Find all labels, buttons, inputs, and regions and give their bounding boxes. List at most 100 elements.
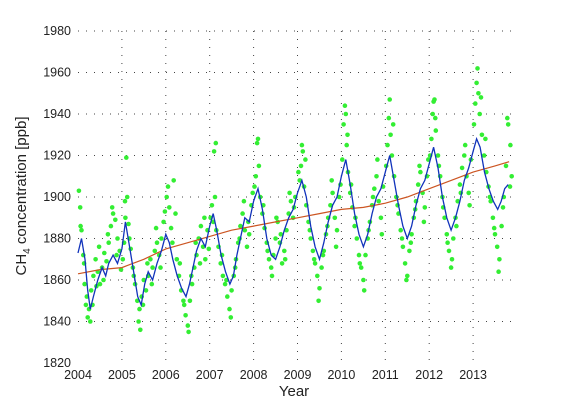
scatter-point (422, 205, 428, 210)
scatter-point (203, 257, 208, 262)
y-tick-label: 1820 (43, 356, 71, 370)
scatter-point (279, 261, 285, 266)
scatter-point (158, 265, 163, 270)
scatter-point (123, 215, 128, 221)
scatter-point (197, 261, 203, 266)
scatter-point (186, 329, 191, 335)
scatter-point (457, 182, 463, 187)
scatter-point (433, 115, 438, 121)
scatter-point (82, 281, 87, 287)
scatter-point (341, 122, 346, 127)
scatter-point (417, 163, 422, 169)
y-tick-label: 1960 (43, 66, 71, 80)
scatter-point (114, 252, 119, 258)
scatter-point (505, 122, 511, 127)
scatter-point (187, 298, 193, 304)
scatter-point (448, 265, 454, 270)
y-axis-title-main: CH (13, 254, 30, 276)
scatter-point (171, 178, 176, 183)
scatter-point (278, 232, 284, 237)
scatter-point (287, 190, 292, 196)
scatter-point (319, 265, 324, 270)
scatter-point (106, 240, 111, 245)
scatter-point (242, 227, 248, 233)
scatter-point (330, 190, 335, 196)
scatter-point (138, 327, 143, 333)
scatter-point (320, 252, 326, 258)
scatter-point (494, 244, 500, 250)
scatter-point (388, 132, 393, 138)
x-tick-label: 2012 (415, 368, 443, 382)
scatter-point (288, 198, 294, 204)
scatter-point (136, 319, 141, 324)
scatter-point (442, 215, 447, 221)
y-axis-title-subscript: 4 (22, 248, 33, 254)
trend-line (77, 161, 510, 275)
scatter-point (476, 91, 481, 96)
scatter-point (481, 153, 487, 158)
scatter-point (253, 174, 259, 179)
y-tick-label: 1940 (43, 107, 71, 121)
y-tick-label: 1860 (43, 273, 71, 287)
scatter-point (173, 211, 178, 216)
scatter-point (209, 203, 215, 208)
scatter-point (340, 157, 345, 162)
scatter-point (435, 153, 441, 158)
scatter-point (479, 132, 485, 138)
scatter-point (483, 136, 488, 142)
scatter-point (421, 219, 427, 225)
scatter-point (77, 205, 83, 210)
scatter-point (274, 215, 279, 221)
scatter-point (218, 261, 223, 266)
scatter-point (375, 157, 380, 162)
scatter-point (88, 319, 93, 324)
scatter-point (118, 267, 124, 272)
scatter-point (356, 252, 362, 258)
x-tick-label: 2005 (108, 368, 136, 382)
scatter-point (109, 205, 115, 210)
scatter-point (385, 142, 390, 148)
scatter-point (255, 136, 261, 142)
scatter-point (352, 223, 357, 229)
scatter-point (354, 236, 360, 241)
scatter-point (273, 236, 278, 241)
y-tick-label: 1880 (43, 232, 71, 246)
scatter-point (402, 261, 408, 266)
scatter-point (167, 205, 172, 210)
y-axis-ticks: 1820 1840 1860 1880 1900 1920 1940 1960 1980 (43, 24, 71, 370)
scatter-point (137, 306, 142, 312)
scatter-point (491, 225, 497, 231)
scatter-point (110, 211, 116, 216)
scatter-point (317, 286, 322, 291)
scatter-point (282, 257, 288, 262)
scatter-point (497, 257, 502, 262)
scatter-point (150, 265, 155, 270)
scatter-point (254, 140, 260, 146)
scatter-point (409, 232, 414, 237)
scatter-point (168, 225, 174, 231)
y-tick-label: 1920 (43, 149, 71, 163)
x-tick-label: 2013 (459, 368, 487, 382)
scatter-point (149, 281, 155, 287)
scatter-point (363, 252, 368, 258)
scatter-point (462, 153, 467, 158)
scatter-point (415, 182, 421, 187)
scatter-point (266, 257, 272, 262)
scatter-point (387, 97, 393, 102)
scatter-point (315, 273, 320, 279)
scatter-point (122, 198, 128, 204)
scatter-point (303, 157, 308, 162)
scatter-point (250, 190, 255, 196)
scatter-point (505, 115, 510, 121)
scatter-point (370, 194, 376, 200)
scatter-point (228, 315, 234, 320)
x-tick-label: 2004 (64, 368, 92, 382)
scatter-point (455, 198, 461, 204)
scatter-point (333, 244, 339, 250)
scatter-point (143, 288, 149, 293)
x-tick-label: 2010 (327, 368, 355, 382)
scatter-point (96, 244, 102, 250)
scatter-point (212, 194, 218, 200)
scatter-point (400, 244, 406, 250)
scatter-point (390, 122, 396, 127)
